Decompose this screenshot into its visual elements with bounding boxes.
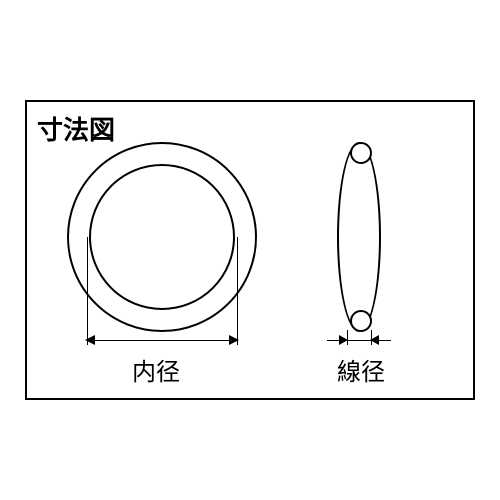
wire-arrow-left-icon [339, 335, 348, 345]
extension-line-left [87, 237, 88, 345]
cross-section-top [350, 142, 372, 164]
ring-inner-circle [89, 164, 235, 310]
wire-diameter-dimension-line [327, 340, 391, 341]
extension-line-right [237, 237, 238, 345]
diagram-container: 寸法図 内径 線径 [10, 80, 490, 420]
ring-outer-circle [67, 142, 257, 332]
diagram-frame: 寸法図 内径 線径 [25, 100, 475, 400]
wire-diameter-label: 線径 [337, 352, 385, 387]
inner-diameter-dimension-line [87, 340, 237, 341]
inner-diameter-label: 内径 [132, 352, 180, 387]
o-ring-side-view [337, 142, 381, 332]
side-ellipse [337, 142, 381, 332]
cross-section-bottom [350, 310, 372, 332]
wire-arrow-right-icon [370, 335, 379, 345]
o-ring-front-view [67, 142, 257, 332]
